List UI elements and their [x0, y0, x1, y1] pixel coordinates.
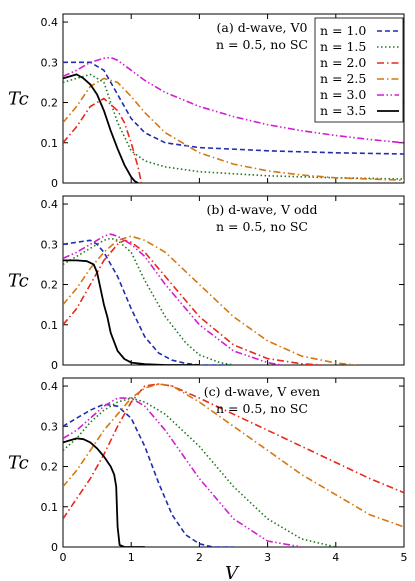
series-group — [63, 233, 357, 365]
panel-annotation: n = 0.5, no SC — [216, 219, 308, 234]
y-tick-label: 0.4 — [41, 380, 59, 393]
x-tick-label: 3 — [264, 551, 271, 564]
series-line-2.5 — [63, 77, 404, 181]
y-tick-label: 0 — [51, 177, 58, 190]
series-line-1.5 — [63, 397, 336, 547]
x-tick-label: 0 — [60, 551, 67, 564]
panel-annotation: (a) d-wave, V0 — [217, 20, 308, 35]
series-line-3.5 — [63, 437, 145, 547]
panel-annotation: (c) d-wave, V even — [204, 384, 320, 399]
y-tick-label: 0.2 — [41, 461, 59, 474]
y-tick-label: 0.2 — [41, 97, 59, 110]
series-group — [63, 56, 404, 183]
legend-label: n = 2.0 — [320, 55, 366, 70]
series-line-3.5 — [63, 259, 200, 365]
legend-box — [314, 17, 404, 123]
x-tick-label: 1 — [128, 551, 135, 564]
y-tick-label: 0.3 — [41, 420, 59, 433]
series-line-3.0 — [63, 397, 302, 547]
series-line-1.0 — [63, 403, 234, 547]
series-line-3.0 — [63, 233, 282, 365]
series-line-1.0 — [63, 239, 234, 365]
series-line-2.5 — [63, 235, 357, 365]
chart-panel-2: 0 1 2 3 4 5 0 0.1 0.2 0.3 0.4 Tc V (c) d-wave, V even… — [8, 377, 408, 581]
legend-label: n = 2.5 — [320, 71, 366, 86]
y-tick-label: 0.3 — [41, 56, 59, 69]
panel-annotation: n = 0.5, no SC — [216, 401, 308, 416]
x-tick-label: 5 — [401, 551, 408, 564]
series-line-2.0 — [63, 97, 143, 183]
y-tick-label: 0.4 — [41, 16, 59, 29]
series-line-1.5 — [63, 237, 234, 365]
y-tick-label: 0.1 — [41, 501, 59, 514]
y-axis-label: Tc — [8, 453, 29, 474]
panel-annotation: (b) d-wave, V odd — [206, 202, 317, 217]
legend-label: n = 1.0 — [320, 23, 366, 38]
y-tick-label: 0.2 — [41, 279, 59, 292]
y-axis-label: Tc — [8, 89, 29, 110]
chart-panel-1: 0 0.1 0.2 0.3 0.4 Tc (b) d-wave, V odd n = 0.5,… — [8, 195, 405, 372]
x-tick-label: 4 — [332, 551, 339, 564]
series-line-2.5 — [63, 383, 404, 528]
y-tick-label: 0.3 — [41, 238, 59, 251]
y-tick-label: 0.1 — [41, 319, 59, 332]
panel-annotation: n = 0.5, no SC — [216, 37, 308, 52]
series-line-3.0 — [63, 56, 404, 144]
y-tick-label: 0 — [51, 359, 58, 372]
y-tick-label: 0 — [51, 541, 58, 554]
axes-frame — [62, 13, 405, 184]
legend-label: n = 3.5 — [320, 103, 366, 118]
y-axis-label: Tc — [8, 271, 29, 292]
series-group — [63, 383, 404, 547]
y-tick-label: 0.1 — [41, 137, 59, 150]
legend-label: n = 1.5 — [320, 39, 366, 54]
series-line-2.0 — [63, 239, 323, 365]
series-line-3.5 — [63, 73, 139, 183]
series-line-1.0 — [63, 61, 404, 155]
axes-frame — [62, 195, 405, 366]
x-tick-label: 2 — [196, 551, 203, 564]
y-tick-label: 0.4 — [41, 198, 59, 211]
x-axis-label: V — [225, 563, 240, 581]
chart-panel-0: 0 0.1 0.2 0.3 0.4 Tc (a) d-wave, V0 n = 0.5, no… — [8, 13, 405, 190]
legend-label: n = 3.0 — [320, 87, 366, 102]
